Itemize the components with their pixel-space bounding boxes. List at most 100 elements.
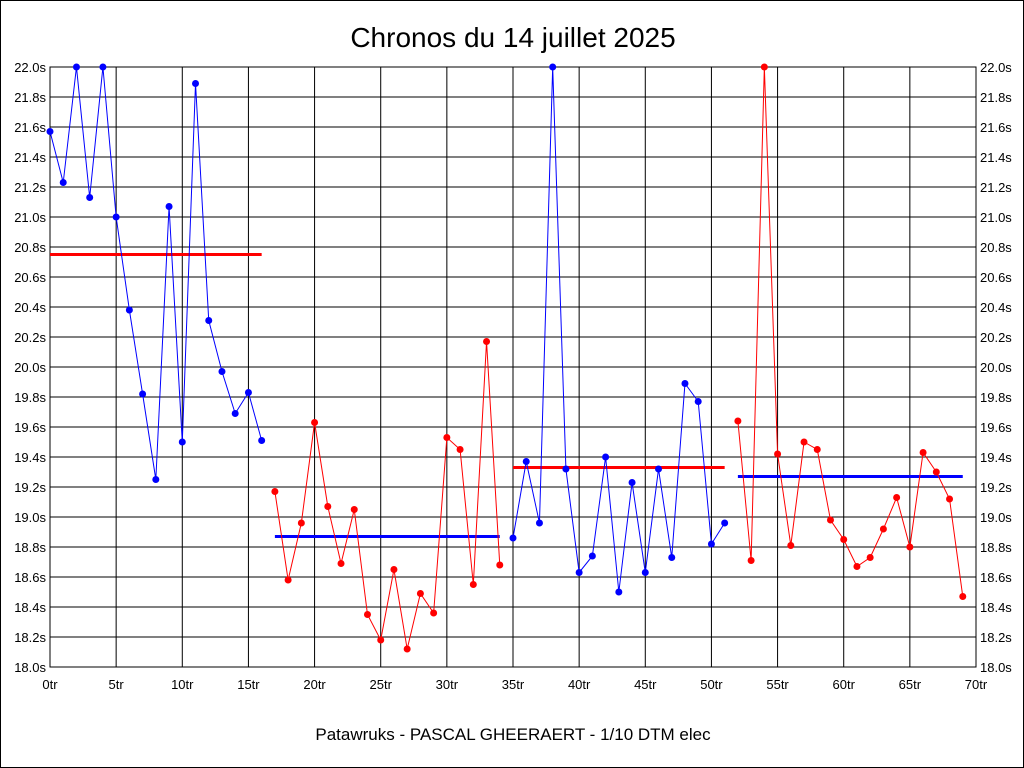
- data-point: [813, 446, 821, 453]
- y-tick-label-left: 20.6s: [14, 270, 46, 285]
- plot-frame: [49, 66, 977, 668]
- data-point: [324, 503, 332, 510]
- data-point: [377, 636, 385, 644]
- x-tick-label: 5tr: [109, 677, 125, 692]
- data-point: [456, 446, 464, 453]
- data-point: [562, 465, 570, 473]
- data-point: [205, 317, 213, 324]
- y-tick-label-left: 22.0s: [14, 60, 46, 75]
- x-tick-label: 0tr: [42, 677, 58, 692]
- y-tick-label-right: 22.0s: [980, 60, 1012, 75]
- data-point: [906, 543, 914, 551]
- y-tick-label-right: 20.0s: [980, 360, 1012, 375]
- data-point: [297, 519, 305, 527]
- data-point: [218, 368, 226, 375]
- y-tick-label-right: 19.8s: [980, 390, 1012, 405]
- series-line: [49, 66, 263, 480]
- data-point: [694, 398, 702, 405]
- data-point: [721, 519, 729, 527]
- data-point: [853, 563, 861, 570]
- y-tick-label-right: 21.4s: [980, 150, 1012, 165]
- series-3: [509, 63, 729, 596]
- y-tick-label-left: 21.6s: [14, 120, 46, 135]
- data-point: [919, 449, 927, 456]
- y-tick-label-right: 20.4s: [980, 300, 1012, 315]
- series-1: [46, 63, 266, 483]
- y-tick-label-right: 18.2s: [980, 630, 1012, 645]
- grid: [49, 66, 977, 668]
- data-point: [59, 179, 67, 186]
- data-point: [86, 194, 94, 201]
- data-point: [575, 569, 583, 576]
- data-point: [152, 476, 160, 483]
- y-tick-label-left: 20.8s: [14, 240, 46, 255]
- data-point: [416, 590, 424, 597]
- data-point: [72, 63, 80, 71]
- data-point: [879, 525, 887, 533]
- data-point: [496, 561, 504, 569]
- data-point: [284, 576, 292, 584]
- series-line: [512, 66, 726, 593]
- x-tick-label: 15tr: [237, 677, 260, 692]
- data-point: [337, 560, 345, 567]
- data-point: [469, 581, 477, 588]
- data-point: [509, 534, 517, 542]
- data-point: [668, 554, 676, 561]
- data-point: [192, 80, 200, 87]
- y-tick-label-left: 18.8s: [14, 540, 46, 555]
- x-tick-label: 20tr: [303, 677, 326, 692]
- x-tick-label: 40tr: [568, 677, 591, 692]
- data-point: [747, 557, 755, 564]
- chart-title: Chronos du 14 juillet 2025: [350, 22, 675, 53]
- data-point: [932, 468, 940, 476]
- data-point: [946, 495, 954, 503]
- x-tick-label: 70tr: [965, 677, 988, 692]
- data-point: [707, 540, 715, 548]
- y-tick-label-right: 19.2s: [980, 480, 1012, 495]
- data-point: [535, 519, 543, 527]
- y-tick-label-right: 18.8s: [980, 540, 1012, 555]
- y-tick-label-left: 18.2s: [14, 630, 46, 645]
- data-point: [893, 494, 901, 501]
- data-point: [125, 306, 133, 314]
- data-point: [602, 453, 610, 461]
- data-point: [363, 611, 371, 618]
- y-tick-label-left: 18.4s: [14, 600, 46, 615]
- data-point: [655, 465, 663, 473]
- y-tick-label-left: 19.8s: [14, 390, 46, 405]
- data-point: [311, 419, 319, 426]
- data-point: [681, 380, 689, 387]
- tick-labels: 18.0s 18.0s 18.2s 18.2s 18.4s 18.4s 18.6s 18.6s…: [14, 60, 1012, 692]
- y-tick-label-right: 21.6s: [980, 120, 1012, 135]
- y-tick-label-right: 20.2s: [980, 330, 1012, 345]
- y-tick-label-left: 18.6s: [14, 570, 46, 585]
- data-point: [826, 516, 834, 524]
- data-point: [787, 542, 795, 549]
- x-tick-label: 10tr: [171, 677, 194, 692]
- y-tick-label-left: 21.4s: [14, 150, 46, 165]
- x-tick-label: 60tr: [833, 677, 856, 692]
- y-tick-label-left: 20.0s: [14, 360, 46, 375]
- data-point: [430, 609, 438, 617]
- data-point: [403, 645, 411, 653]
- series-line: [274, 341, 501, 650]
- y-tick-label-right: 19.6s: [980, 420, 1012, 435]
- data-point: [774, 450, 782, 458]
- data-point: [443, 434, 451, 441]
- data-point: [483, 338, 491, 345]
- data-point: [588, 552, 596, 560]
- y-tick-label-left: 19.6s: [14, 420, 46, 435]
- data-point: [258, 437, 266, 444]
- y-tick-label-left: 21.8s: [14, 90, 46, 105]
- data-point: [271, 488, 279, 495]
- y-tick-label-right: 20.6s: [980, 270, 1012, 285]
- data-point: [46, 128, 54, 135]
- y-tick-label-left: 19.0s: [14, 510, 46, 525]
- data-point: [99, 63, 107, 71]
- x-tick-label: 55tr: [766, 677, 789, 692]
- data-point: [522, 458, 530, 465]
- y-tick-label-right: 20.8s: [980, 240, 1012, 255]
- y-tick-label-right: 19.0s: [980, 510, 1012, 525]
- x-tick-label: 45tr: [634, 677, 657, 692]
